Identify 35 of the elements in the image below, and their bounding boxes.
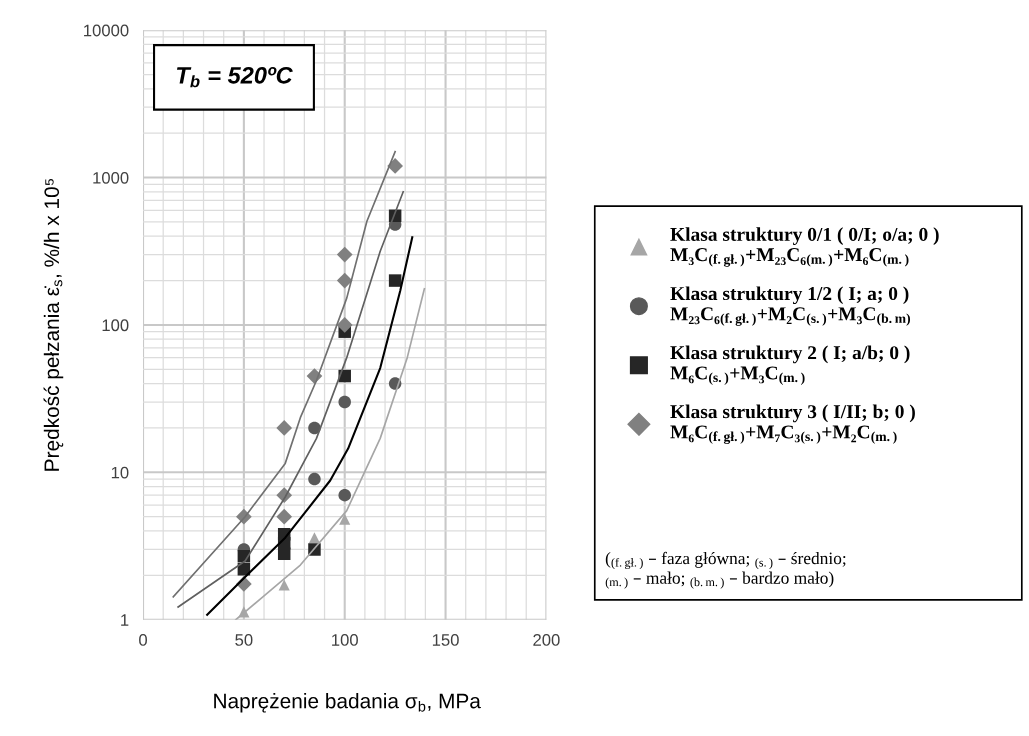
line-series [234, 287, 426, 620]
line-series [177, 191, 405, 608]
line-series [172, 150, 396, 598]
y-axis-title: Prędkość pełzania ε̇$_{s}$, %/h x 10⁵ [43, 179, 64, 471]
point [278, 579, 290, 591]
legend-label: Klasa struktury 2 ( I; a/b; 0 ) M₆C$_{(s.)}$+M₃C$_{(m.)}$ [670, 345, 910, 385]
point [336, 317, 353, 333]
y-tick-label: 100 [102, 319, 129, 332]
legend-label: Klasa struktury 3 ( I/II; b; 0 ) M₆C$_{(f.gł.)}$+M₇C₃$_{(s.)}$+M₂C$_{(m.)}$ [670, 404, 915, 444]
y-tick-label: 10000 [84, 24, 129, 37]
y-tick-label: 1 [121, 614, 129, 626]
point [276, 420, 293, 436]
point [338, 395, 351, 409]
y-tick-label: 1000 [93, 171, 129, 184]
point [339, 513, 351, 525]
line-series [206, 236, 414, 616]
text: ($_{(f.gł.)}$ – faza główna; $_{(s.)}$ – średnio; $_{(m.)}$ – mało; $_{(b.m.)}$ – bardzo mało) [605, 551, 846, 589]
point [336, 246, 353, 263]
x-axis-title: Naprężenie badania σ$_{b}$, MPa [214, 693, 481, 713]
point [276, 508, 293, 525]
annotation: T$_{b}$ = 520ºC [176, 66, 293, 88]
legend-label: Klasa struktury 1/2 ( I; a; 0 ) M₂₃C₆$_{(f.gł.)}$+M₂C$_{(s.)}$+M₃C$_{(b.m)}$ [670, 286, 911, 326]
point [308, 421, 321, 435]
x-tick-label: 150 [432, 634, 459, 646]
y-tick-label: 10 [111, 466, 129, 479]
point [336, 272, 353, 289]
x-tick-label: 200 [533, 634, 560, 646]
point [308, 472, 321, 486]
point [338, 488, 351, 502]
point [387, 158, 403, 174]
x-tick-label: 100 [332, 634, 358, 646]
legend-label: Klasa struktury 0/1 ( 0/I; o/a; 0 ) M₃C$_{(f.gł.)}$+M₂₃C₆$_{(m.)}$+M₆C$_{(m.)}$ [670, 227, 939, 267]
x-tick-label: 0 [139, 634, 148, 646]
point [388, 274, 402, 287]
x-tick-label: 50 [235, 634, 253, 646]
